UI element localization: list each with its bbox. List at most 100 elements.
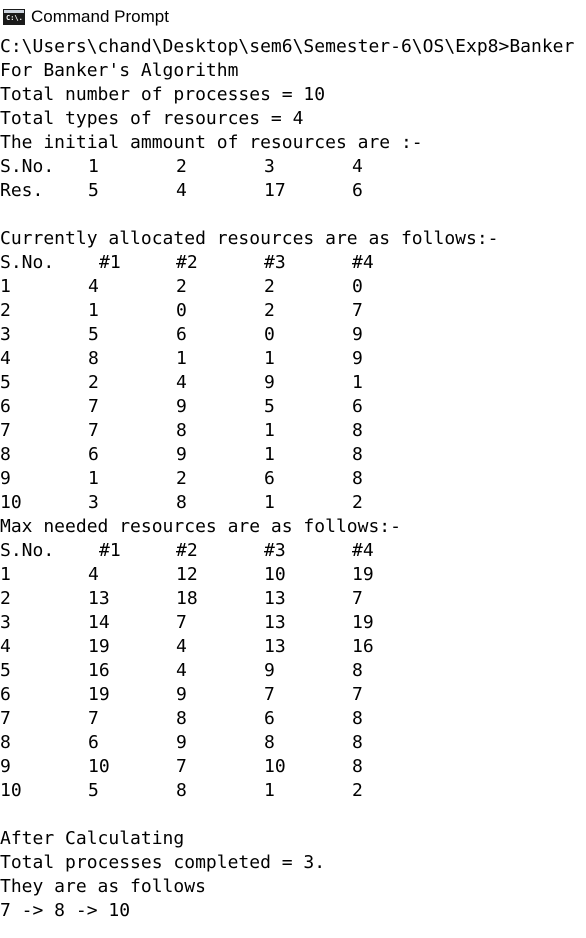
resource-index: 1	[88, 156, 99, 177]
resource-cell: 13	[264, 588, 286, 609]
resource-cell: 0	[352, 276, 363, 297]
resource-cell: 4	[88, 564, 99, 585]
max-needed-row: 7 7 8 6 8	[0, 707, 586, 731]
process-number: 1	[0, 276, 11, 297]
resource-cell: 8	[264, 732, 275, 753]
resource-cell: 6	[88, 444, 99, 465]
resource-cell: 9	[176, 444, 187, 465]
resource-cell: 16	[88, 660, 110, 681]
after-calculating-line: After Calculating	[0, 828, 185, 849]
resource-cell: 1	[264, 348, 275, 369]
table-header-row: S.No. #1 #2 #3 #4	[0, 251, 586, 275]
resource-cell: 9	[176, 732, 187, 753]
initial-values-row: Res. 5 4 17 6	[0, 179, 586, 203]
resource-cell: 6	[264, 468, 275, 489]
process-number: 9	[0, 468, 11, 489]
column-header: S.No.	[0, 540, 55, 561]
resource-cell: 2	[88, 372, 99, 393]
resource-cell: 7	[352, 684, 363, 705]
console-output[interactable]: C:\Users\chand\Desktop\sem6\Semester-6\O…	[0, 35, 586, 938]
resource-cell: 2	[176, 468, 187, 489]
resource-cell: 8	[352, 444, 363, 465]
initial-index-row: S.No. 1 2 3 4	[0, 155, 586, 179]
resource-cell: 2	[176, 276, 187, 297]
column-header: #1	[99, 252, 121, 273]
column-header: #2	[176, 540, 198, 561]
resource-cell: 7	[88, 708, 99, 729]
resource-cell: 4	[176, 636, 187, 657]
resource-cell: 5	[88, 780, 99, 801]
processes-completed-line: Total processes completed = 3.	[0, 852, 326, 873]
resource-index: 3	[264, 156, 275, 177]
resource-cell: 9	[176, 684, 187, 705]
process-number: 6	[0, 396, 11, 417]
resource-cell: 6	[352, 396, 363, 417]
resource-cell: 6	[88, 732, 99, 753]
max-needed-row: 2 13 18 13 7	[0, 587, 586, 611]
resource-cell: 4	[88, 276, 99, 297]
allocated-row: 4 8 1 1 9	[0, 347, 586, 371]
resource-cell: 19	[88, 684, 110, 705]
total-types-line: Total types of resources = 4	[0, 108, 304, 129]
resource-cell: 9	[352, 348, 363, 369]
allocated-heading: Currently allocated resources are as fol…	[0, 228, 499, 249]
resource-cell: 1	[176, 348, 187, 369]
column-header: #1	[99, 540, 121, 561]
process-number: 2	[0, 588, 11, 609]
initial-resources-table: S.No. 1 2 3 4 Res. 5 4 17 6	[0, 155, 586, 203]
resource-cell: 1	[264, 444, 275, 465]
resource-cell: 7	[352, 300, 363, 321]
allocated-resources-table: S.No. #1 #2 #3 #4 1 4 2 2 0 2 1 0 2 7 3 5 6 0 9 4 8 1 1 9 5 2 4 9 1 6 7…	[0, 251, 586, 515]
resource-cell: 9	[352, 324, 363, 345]
resource-cell: 1	[88, 300, 99, 321]
allocated-row: 1 4 2 2 0	[0, 275, 586, 299]
resource-cell: 7	[176, 756, 187, 777]
title-bar[interactable]: C:\. Command Prompt	[0, 0, 586, 34]
process-number: 7	[0, 420, 11, 441]
resource-cell: 10	[88, 756, 110, 777]
resource-value: 6	[352, 180, 363, 201]
process-number: 10	[0, 492, 22, 513]
max-needed-row: 3 14 7 13 19	[0, 611, 586, 635]
allocated-row: 5 2 4 9 1	[0, 371, 586, 395]
resource-cell: 2	[352, 780, 363, 801]
follows-line: They are as follows	[0, 876, 206, 897]
resource-cell: 8	[176, 708, 187, 729]
resource-cell: 10	[264, 564, 286, 585]
max-needed-heading: Max needed resources are as follows:-	[0, 516, 401, 537]
resource-cell: 4	[176, 372, 187, 393]
process-number: 3	[0, 612, 11, 633]
resource-cell: 13	[88, 588, 110, 609]
resource-cell: 8	[352, 708, 363, 729]
resource-cell: 13	[264, 612, 286, 633]
process-number: 9	[0, 756, 11, 777]
resource-cell: 9	[176, 396, 187, 417]
resource-cell: 8	[176, 492, 187, 513]
column-header: #3	[264, 540, 286, 561]
heading-line: For Banker's Algorithm	[0, 60, 239, 81]
column-header: #4	[352, 540, 374, 561]
max-needed-row: 9 10 7 10 8	[0, 755, 586, 779]
resource-cell: 8	[352, 756, 363, 777]
allocated-row: 7 7 8 1 8	[0, 419, 586, 443]
resource-cell: 8	[352, 732, 363, 753]
column-header: #4	[352, 252, 374, 273]
resource-cell: 6	[176, 324, 187, 345]
process-number: 8	[0, 444, 11, 465]
resource-cell: 3	[88, 492, 99, 513]
console-app-icon: C:\.	[3, 9, 25, 25]
resource-cell: 7	[176, 612, 187, 633]
resource-cell: 10	[264, 756, 286, 777]
resource-value: 4	[176, 180, 187, 201]
resource-cell: 14	[88, 612, 110, 633]
resource-cell: 9	[264, 660, 275, 681]
resource-index: 4	[352, 156, 363, 177]
resource-cell: 7	[88, 396, 99, 417]
table-header-row: S.No. #1 #2 #3 #4	[0, 539, 586, 563]
resource-cell: 7	[264, 684, 275, 705]
window-title: Command Prompt	[31, 7, 169, 26]
resource-cell: 19	[88, 636, 110, 657]
resource-cell: 19	[352, 612, 374, 633]
column-header: S.No.	[0, 252, 55, 273]
resource-cell: 18	[176, 588, 198, 609]
